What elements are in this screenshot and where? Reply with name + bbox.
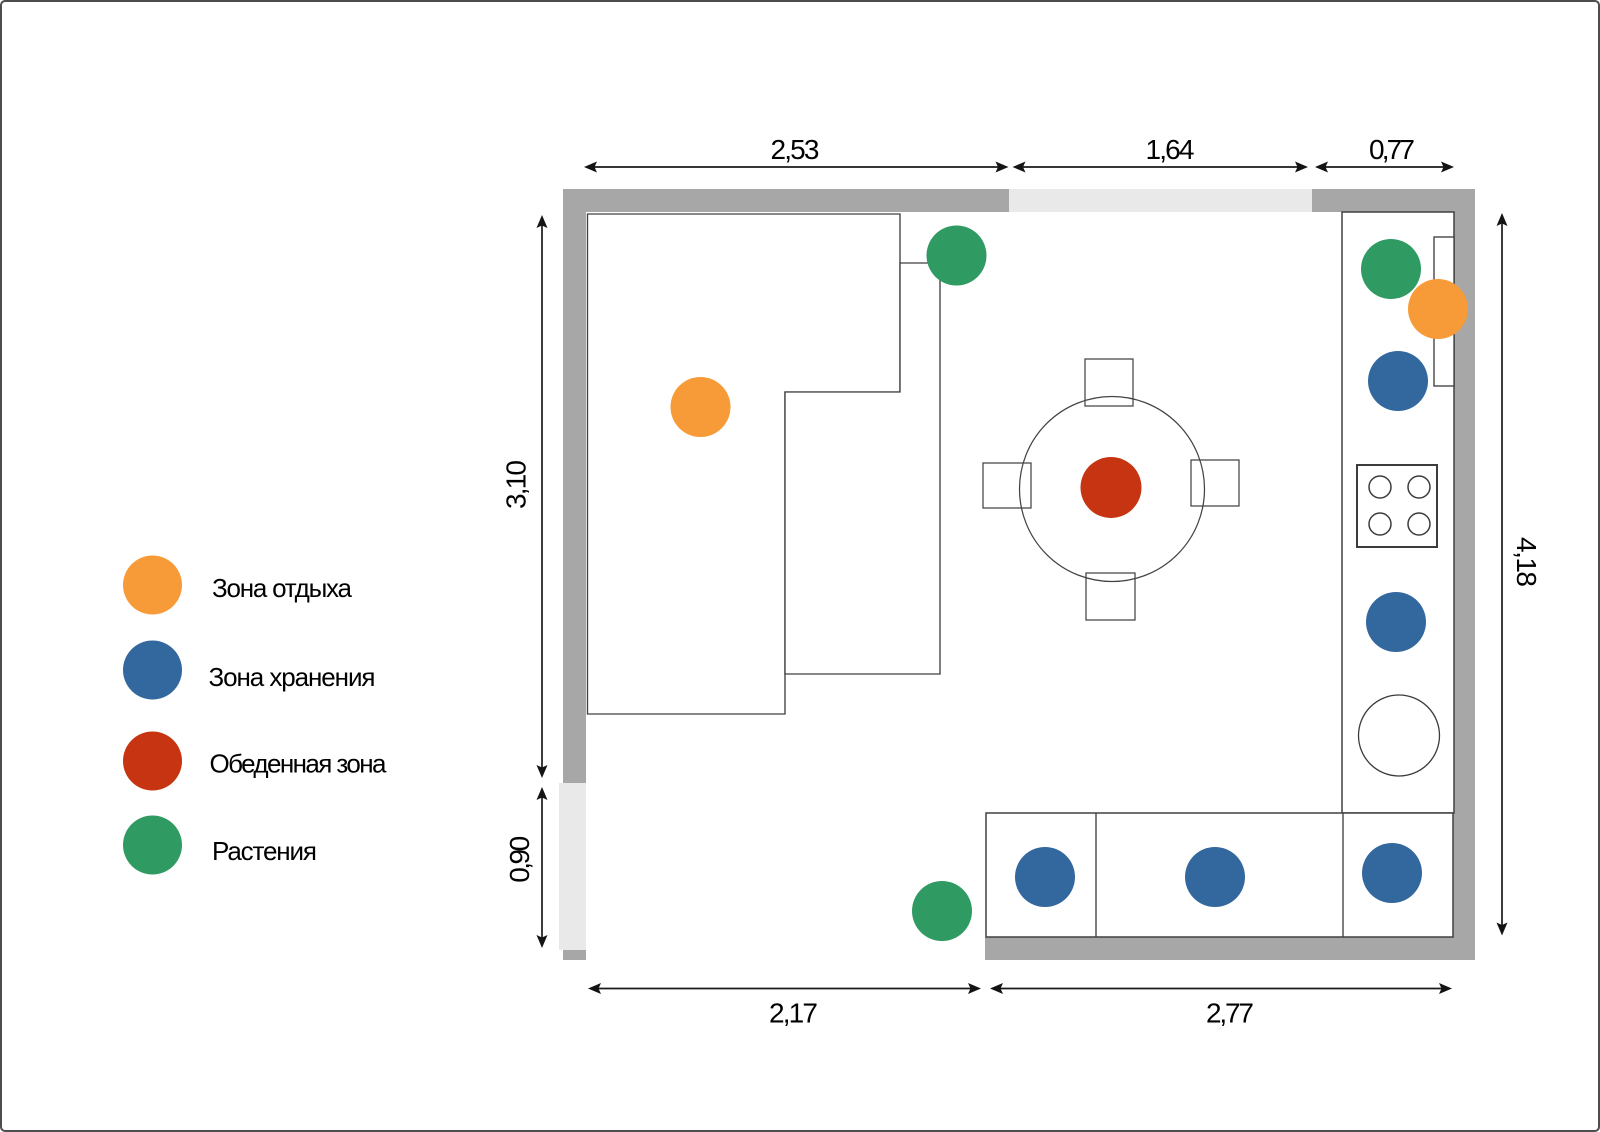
svg-text:Зона отдыха: Зона отдыха (212, 573, 353, 603)
svg-text:2,17: 2,17 (769, 998, 818, 1029)
svg-text:Зона хранения: Зона хранения (209, 662, 376, 692)
svg-text:1,64: 1,64 (1146, 134, 1195, 165)
svg-text:3,10: 3,10 (501, 460, 532, 509)
svg-text:4,18: 4,18 (1511, 537, 1542, 587)
svg-text:2,53: 2,53 (771, 134, 820, 165)
svg-text:2,77: 2,77 (1206, 998, 1254, 1029)
svg-text:Обеденная зона: Обеденная зона (210, 749, 388, 779)
svg-text:0,77: 0,77 (1369, 134, 1415, 165)
svg-text:0,90: 0,90 (504, 836, 535, 883)
svg-text:Растения: Растения (212, 836, 317, 866)
